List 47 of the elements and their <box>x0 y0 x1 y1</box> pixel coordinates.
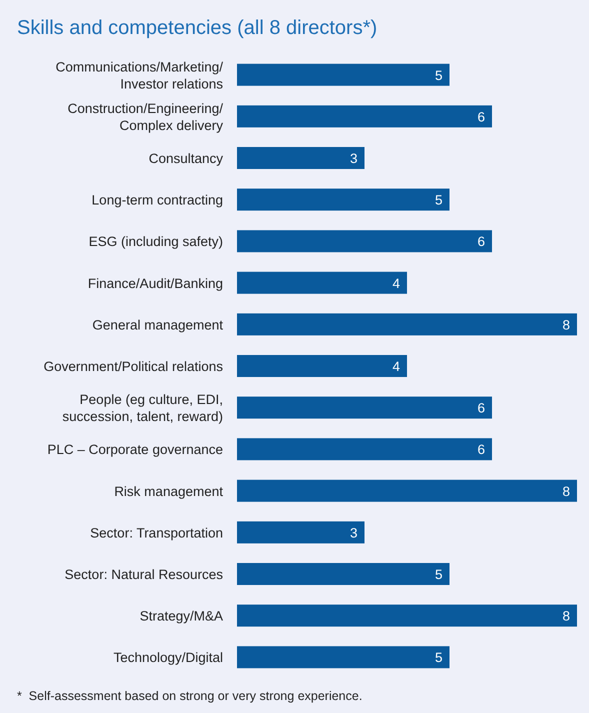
y-tick-label: People (eg culture, EDI, succession, talent, reward) <box>62 392 223 424</box>
bar <box>237 396 492 419</box>
data-label: 4 <box>392 359 400 374</box>
data-label: 5 <box>434 650 442 666</box>
bar <box>237 313 577 336</box>
y-tick-label: Government/Political relations <box>44 359 224 374</box>
y-tick-label: Sector: Transportation <box>90 525 223 540</box>
y-tick-label: ESG (including safety) <box>88 234 223 250</box>
data-label: 5 <box>434 567 442 582</box>
bar <box>237 147 364 169</box>
data-label: 8 <box>562 484 570 499</box>
y-tick-label: Long-term contracting <box>92 192 223 208</box>
y-tick-label: Communications/Marketing/ Investor relations <box>56 59 224 92</box>
y-tick-label: General management <box>92 317 224 332</box>
data-label: 6 <box>477 109 485 124</box>
data-label: 6 <box>477 234 485 250</box>
bar <box>237 480 577 502</box>
text: * Self-assessment based on strong or very strong experience. <box>17 689 362 703</box>
data-label: 8 <box>562 608 570 624</box>
data-label: 5 <box>434 68 442 83</box>
data-label: 6 <box>477 442 485 458</box>
data-label: 3 <box>350 151 358 166</box>
bar <box>237 646 450 668</box>
bar <box>237 105 492 128</box>
bar <box>237 230 492 252</box>
bar <box>237 64 450 86</box>
bar <box>237 272 407 294</box>
y-tick-label: Construction/Engineering/ Complex delivery <box>68 100 224 133</box>
bar <box>237 521 364 544</box>
bar <box>237 604 577 627</box>
y-tick-label: Sector: Natural Resources <box>64 567 224 582</box>
bar <box>237 438 492 460</box>
data-label: 6 <box>477 400 485 416</box>
y-tick-label: Consultancy <box>148 151 224 166</box>
data-label: 5 <box>434 192 442 208</box>
bar <box>237 188 450 211</box>
y-tick-label: PLC – Corporate governance <box>47 442 223 458</box>
bar <box>237 355 407 377</box>
chart-title: Skills and competencies (all 8 directors*) <box>17 17 378 39</box>
y-tick-label: Risk management <box>114 484 224 499</box>
y-tick-label: Strategy/M&A <box>140 608 223 624</box>
y-tick-label: Technology/Digital <box>113 650 223 666</box>
data-label: 8 <box>562 317 570 332</box>
data-label: 3 <box>350 525 358 540</box>
bar <box>237 563 450 585</box>
data-label: 4 <box>392 276 400 291</box>
y-tick-label: Finance/Audit/Banking <box>88 276 223 291</box>
